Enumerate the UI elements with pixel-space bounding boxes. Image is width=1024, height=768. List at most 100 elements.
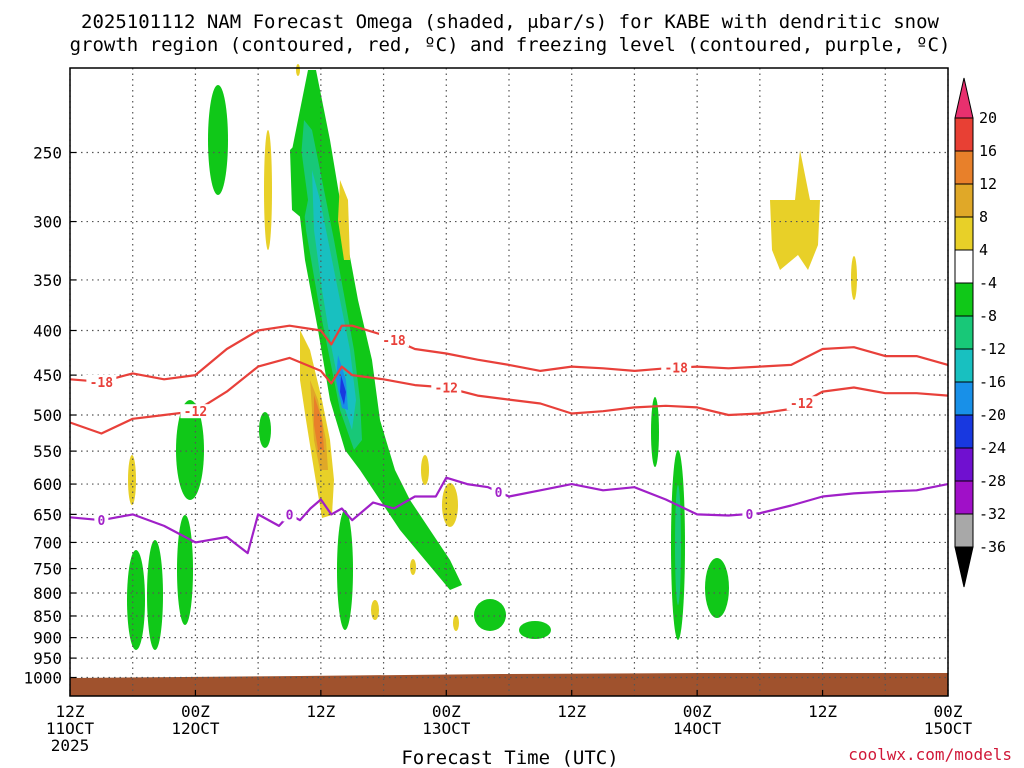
omega-green-upper xyxy=(290,140,308,220)
colorbar: 20 16 12 8 4 -4 -8 -12 -16 -20 -24 -28 -32 -36 xyxy=(954,77,1006,588)
colorbar-swatch xyxy=(954,513,974,548)
colorbar-label: -8 xyxy=(979,307,997,325)
x-tick-label: 12OCT xyxy=(171,719,220,738)
colorbar-swatch xyxy=(954,249,974,284)
omega-green-spot-5 xyxy=(147,540,163,650)
y-tick-label: 450 xyxy=(33,366,62,385)
contour--18 xyxy=(69,324,949,383)
colorbar-swatch xyxy=(954,216,974,251)
colorbar-label: -24 xyxy=(979,439,1006,457)
y-tick-label: 650 xyxy=(33,505,62,524)
omega-yellow-spot-9 xyxy=(770,150,820,270)
colorbar-swatch xyxy=(954,381,974,416)
contour-label--12: -12 xyxy=(790,397,813,412)
omega-green-spot-9 xyxy=(519,621,551,639)
x-tick-label: 00Z xyxy=(934,702,963,721)
colorbar-top-arrow xyxy=(954,77,974,119)
omega-green-spot-7 xyxy=(337,510,353,630)
colorbar-label: 8 xyxy=(979,208,988,226)
credit-text: coolwx.com/models xyxy=(848,745,1012,764)
colorbar-swatch xyxy=(954,414,974,449)
y-tick-label: 350 xyxy=(33,271,62,290)
contour-label-bg xyxy=(742,506,757,521)
y-tick-label: 500 xyxy=(33,406,62,425)
contour-label-bg xyxy=(786,396,817,411)
colorbar-swatch xyxy=(954,315,974,350)
colorbar-label: -4 xyxy=(979,274,997,292)
omega-positive-orange xyxy=(314,395,324,450)
colorbar-label: -32 xyxy=(979,505,1006,523)
contour-label-bg xyxy=(282,507,297,522)
omega-green-spot-4 xyxy=(127,550,145,650)
omega-band-cyan xyxy=(312,170,356,430)
colorbar-swatch xyxy=(954,348,974,383)
y-tick-label: 700 xyxy=(33,533,62,552)
omega-band-green xyxy=(292,70,462,590)
contour-label-0: 0 xyxy=(97,514,105,529)
y-tick-label: 850 xyxy=(33,607,62,626)
colorbar-swatch xyxy=(954,183,974,218)
omega-yellow-spot-6 xyxy=(371,600,379,620)
omega-yellow-spot-2 xyxy=(296,64,300,76)
chart-title-line-1: 2025101112 NAM Forecast Omega (shaded, μ… xyxy=(81,11,939,33)
x-tick-label: 14OCT xyxy=(673,719,722,738)
omega-yellow-spot-5 xyxy=(442,483,458,527)
contour-label-bg xyxy=(180,404,211,419)
y-tick-label: 400 xyxy=(33,322,62,341)
chart-title-line-2: growth region (contoured, red, ºC) and f… xyxy=(70,34,951,56)
contour-lines: -18 -18 -18 -12 -12 -12 0 0 0 0 xyxy=(69,324,949,555)
omega-yellow-streak xyxy=(338,180,350,260)
x-tick-label: 00Z xyxy=(432,702,461,721)
x-tick-label: 00Z xyxy=(683,702,712,721)
plot-area xyxy=(70,64,948,696)
x-tick-label: 2025 xyxy=(51,736,90,755)
colorbar-swatch xyxy=(954,447,974,482)
y-tick-label: 250 xyxy=(33,144,62,163)
contour-label-bg xyxy=(491,484,506,499)
contour-label-bg xyxy=(94,513,109,528)
colorbar-label: 20 xyxy=(979,109,997,127)
contour-label--18: -18 xyxy=(664,362,688,377)
colorbar-swatch xyxy=(954,480,974,515)
colorbar-swatch xyxy=(954,282,974,317)
y-tick-label: 900 xyxy=(33,629,62,648)
plot-border xyxy=(69,67,949,697)
y-tick-label: 300 xyxy=(33,213,62,232)
x-tick-label: 00Z xyxy=(181,702,210,721)
omega-yellow-spot-10 xyxy=(851,256,857,300)
contour-label-bg xyxy=(661,360,692,375)
colorbar-label: 12 xyxy=(979,175,997,193)
x-tick-label: 12Z xyxy=(557,702,586,721)
y-axis: 250 300 350 400 450 500 550 600 650 700 750 800 850 9… xyxy=(23,144,76,688)
contour-label-0: 0 xyxy=(286,508,294,523)
x-axis-title: Forecast Time (UTC) xyxy=(401,747,618,768)
gridlines xyxy=(69,68,949,696)
contour-label--18: -18 xyxy=(90,376,114,391)
omega-green-spot-12 xyxy=(705,558,729,618)
y-tick-label: 950 xyxy=(33,649,62,668)
x-tick-label: 15OCT xyxy=(924,719,973,738)
colorbar-label: -36 xyxy=(979,538,1006,556)
colorbar-label: -16 xyxy=(979,373,1006,391)
omega-green-spot-3 xyxy=(259,412,271,448)
omega-teal-spot-11 xyxy=(675,485,681,605)
x-tick-label: 12Z xyxy=(306,702,335,721)
contour-label--18: -18 xyxy=(382,334,406,349)
omega-yellow-spot-4 xyxy=(421,455,429,485)
contour-label-0: 0 xyxy=(745,508,753,523)
omega-green-spot-2 xyxy=(176,400,204,500)
omega-green-spot-8 xyxy=(474,599,506,631)
y-tick-label: 800 xyxy=(33,584,62,603)
x-tick-label: 12Z xyxy=(808,702,837,721)
plot-frame xyxy=(69,67,949,697)
omega-yellow-spot-8 xyxy=(453,615,459,631)
colorbar-bottom-arrow xyxy=(954,546,974,588)
x-tick-label: 12Z xyxy=(56,702,85,721)
contour-label-bg xyxy=(86,374,117,389)
contour-label--12: -12 xyxy=(184,405,207,420)
colorbar-swatch xyxy=(954,150,974,185)
y-tick-label: 750 xyxy=(33,560,62,579)
colorbar-label: 4 xyxy=(979,241,988,259)
